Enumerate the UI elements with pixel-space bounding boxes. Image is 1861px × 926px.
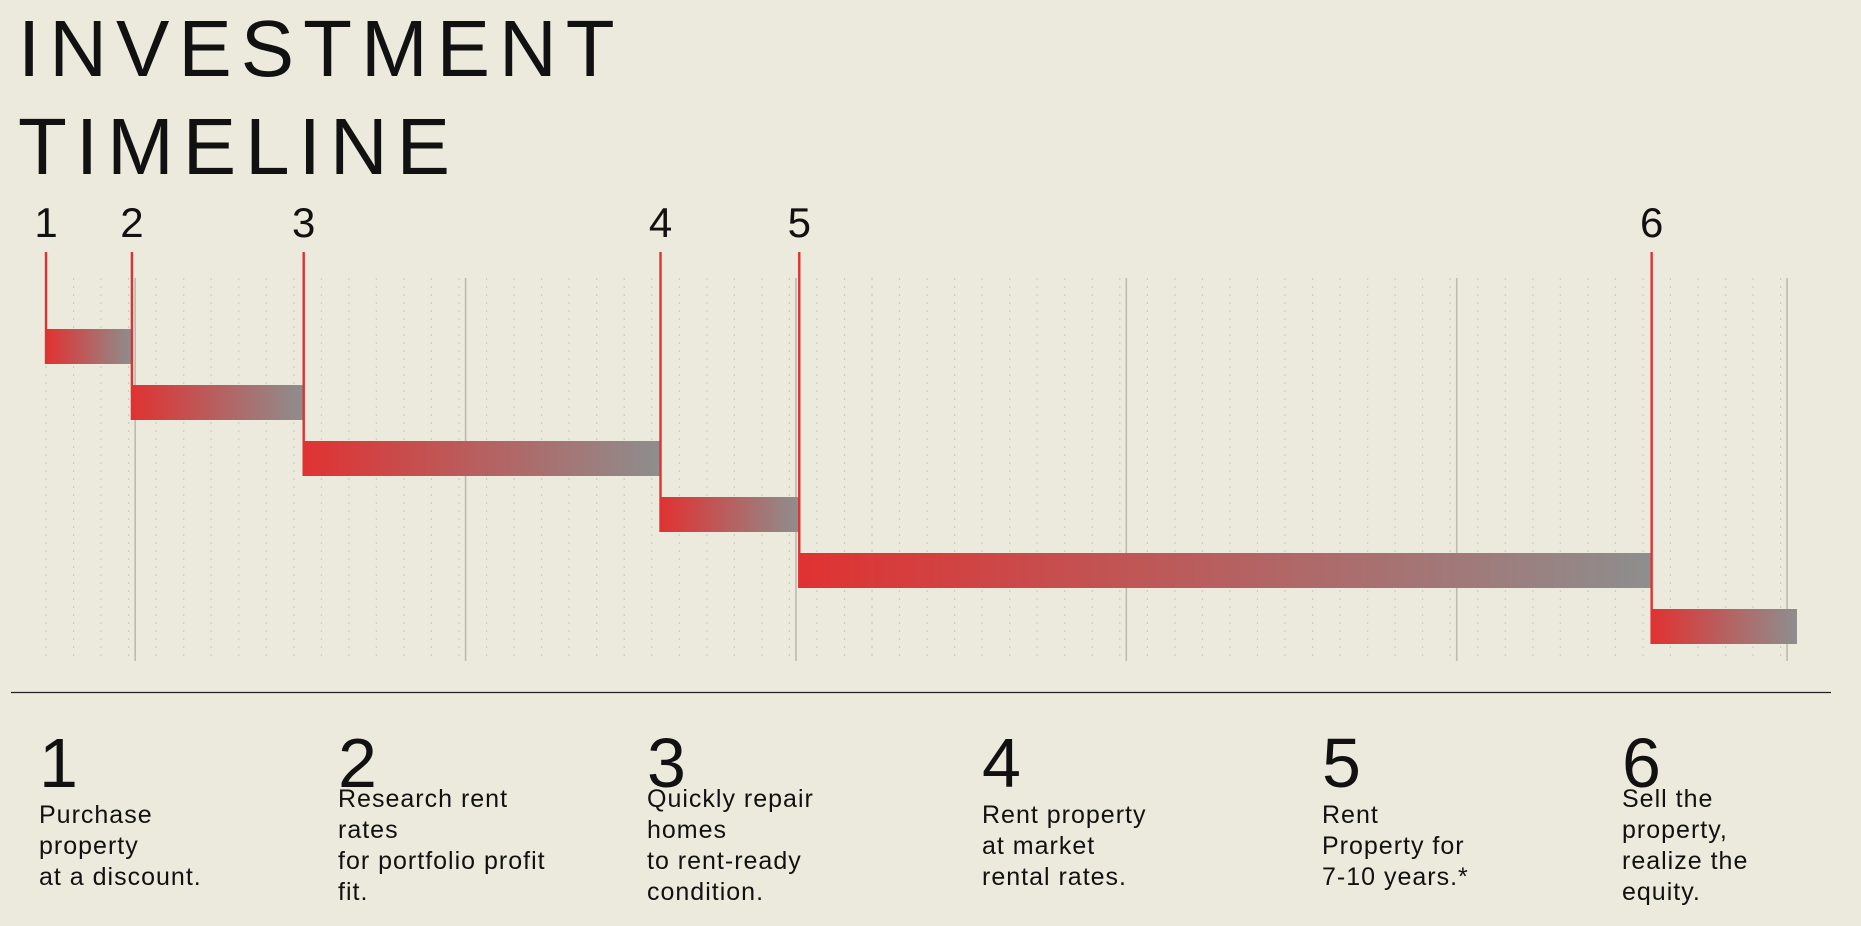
step-card-1: 1 Purchase property at a discount. <box>39 725 279 893</box>
step-description: Research rent rates for portfolio profit… <box>338 785 546 906</box>
timeline-bar <box>303 441 661 476</box>
step-description: Rent property at market rental rates. <box>982 801 1147 891</box>
step-number: 2 <box>338 724 377 802</box>
step-number: 3 <box>647 724 686 802</box>
title-line-2: TIMELINE <box>18 102 459 191</box>
timeline-bar <box>1651 609 1797 644</box>
step-markers: 1 2 3 4 5 6 <box>34 199 1663 644</box>
step-card-5: 5 Rent Property for 7-10 years.* <box>1322 725 1562 893</box>
step-card-6: 6 Sell the property, realize the equity. <box>1622 725 1861 908</box>
step-card-2: 2 Research rent rates for portfolio prof… <box>338 725 578 908</box>
step-number: 4 <box>982 724 1021 802</box>
step-marker-label: 5 <box>788 199 811 246</box>
timeline-bar <box>46 329 132 364</box>
step-number: 6 <box>1622 724 1661 802</box>
step-number: 1 <box>39 724 78 802</box>
title-line-1: INVESTMENT <box>18 4 624 93</box>
step-card-4: 4 Rent property at market rental rates. <box>982 725 1222 893</box>
timeline-bar <box>660 497 800 532</box>
timeline-bar <box>799 553 1652 588</box>
step-number: 5 <box>1322 724 1361 802</box>
timeline-chart: 1 2 3 4 5 6 <box>11 199 1831 694</box>
step-description: Quickly repair homes to rent-ready condi… <box>647 785 814 906</box>
step-marker-label: 4 <box>649 199 672 246</box>
step-marker-label: 2 <box>120 199 143 246</box>
page-title: INVESTMENT TIMELINE <box>18 0 624 196</box>
step-marker-label: 6 <box>1640 199 1663 246</box>
timeline-bar <box>131 385 304 420</box>
step-description: Purchase property at a discount. <box>39 801 202 891</box>
step-description: Rent Property for 7-10 years.* <box>1322 801 1469 891</box>
step-description: Sell the property, realize the equity. <box>1622 785 1749 906</box>
timeline-bars <box>46 329 1797 644</box>
step-marker-label: 1 <box>34 199 57 246</box>
major-gridlines <box>134 278 1788 661</box>
step-marker-label: 3 <box>292 199 315 246</box>
step-card-3: 3 Quickly repair homes to rent-ready con… <box>647 725 887 908</box>
